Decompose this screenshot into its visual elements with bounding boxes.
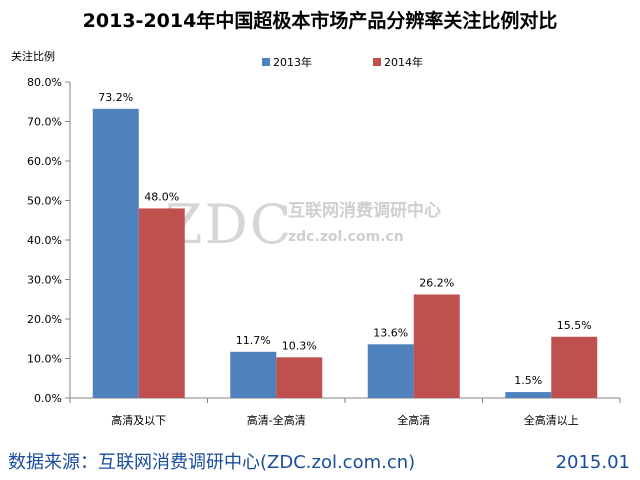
bars	[92, 108, 598, 399]
y-tick-label: 30.0%	[27, 274, 62, 287]
data-label: 15.5%	[557, 319, 592, 332]
data-label: 11.7%	[236, 334, 271, 347]
bar-2014-2	[413, 294, 460, 398]
legend-swatch-2013	[262, 58, 270, 66]
data-label: 48.0%	[144, 190, 179, 203]
y-tick-label: 60.0%	[27, 155, 62, 168]
y-axis-label: 关注比例	[11, 49, 55, 63]
y-tick-label: 70.0%	[27, 116, 62, 129]
data-label: 26.2%	[419, 277, 454, 290]
axes: 0.0% 10.0% 20.0% 30.0% 40.0% 50.0% 60.0% 70.0% 8…	[27, 76, 621, 427]
source-note: 数据来源：互联网消费调研中心(ZDC.zol.com.cn)	[8, 452, 415, 473]
date-note: 2015.01	[556, 452, 630, 473]
x-tick-label: 全高清	[397, 413, 430, 427]
bar-2013-2	[367, 344, 414, 398]
legend: 2013年 2014年	[262, 55, 423, 69]
legend-label-2013: 2013年	[273, 55, 312, 69]
data-label: 73.2%	[98, 91, 133, 104]
legend-label-2014: 2014年	[384, 55, 423, 69]
bar-2013-3	[505, 392, 552, 398]
x-tick-label: 高清-全高清	[247, 413, 306, 427]
watermark-name: 互联网消费调研中心	[288, 200, 441, 221]
y-tick-label: 50.0%	[27, 195, 62, 208]
bar-2013-0	[92, 108, 139, 399]
data-labels: 73.2% 11.7% 13.6% 1.5% 48.0% 10.3% 26.2% 15.5%	[98, 91, 591, 387]
bar-2014-1	[276, 357, 323, 398]
bar-2013-1	[230, 351, 277, 398]
watermark-url: zdc.zol.com.cn	[288, 229, 404, 245]
chart-title: 2013-2014年中国超极本市场产品分辨率关注比例对比	[83, 9, 558, 32]
x-tick-label: 全高清以上	[524, 413, 579, 427]
watermark-logo: ZDC	[165, 193, 293, 256]
y-tick-label: 80.0%	[27, 76, 62, 89]
data-label: 1.5%	[514, 374, 542, 387]
bar-2014-3	[551, 336, 598, 398]
y-tick-label: 0.0%	[34, 392, 62, 405]
bar-2014-0	[138, 208, 185, 398]
data-label: 13.6%	[373, 326, 408, 339]
legend-swatch-2014	[373, 58, 381, 66]
x-tick-label: 高清及以下	[111, 413, 166, 427]
watermark: ZDC 互联网消费调研中心 zdc.zol.com.cn	[165, 193, 441, 256]
y-tick-label: 10.0%	[27, 353, 62, 366]
y-tick-label: 20.0%	[27, 313, 62, 326]
y-tick-label: 40.0%	[27, 234, 62, 247]
data-label: 10.3%	[282, 339, 317, 352]
